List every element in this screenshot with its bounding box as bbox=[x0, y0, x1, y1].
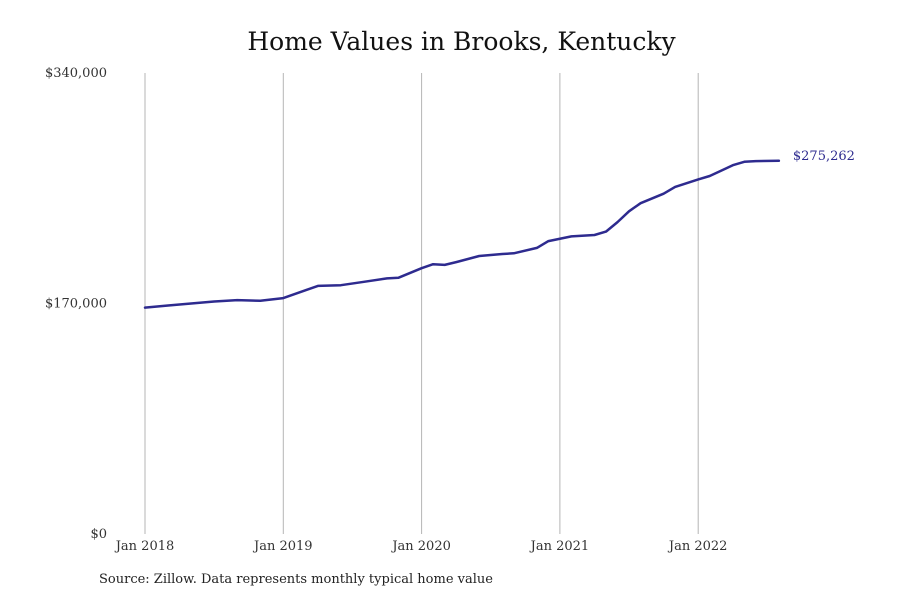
data-point bbox=[570, 235, 573, 237]
data-point bbox=[720, 170, 722, 172]
data-point bbox=[593, 234, 596, 236]
data-point bbox=[236, 299, 238, 301]
x-tick-label: Jan 2022 bbox=[667, 539, 728, 554]
y-axis-tick-labels: $0 $170,000 $340,000 bbox=[45, 66, 107, 542]
data-point bbox=[340, 284, 342, 286]
data-point bbox=[639, 202, 642, 204]
grid-lines bbox=[144, 73, 699, 534]
data-point bbox=[432, 263, 434, 265]
data-point bbox=[213, 300, 215, 303]
x-tick-label: Jan 2020 bbox=[390, 539, 451, 554]
data-point bbox=[397, 277, 400, 279]
data-point bbox=[513, 252, 515, 254]
data-point bbox=[628, 210, 630, 212]
data-point bbox=[259, 300, 261, 302]
data-point bbox=[778, 160, 780, 162]
data-point bbox=[421, 267, 423, 269]
data-point bbox=[605, 231, 607, 233]
data-point bbox=[444, 264, 446, 266]
data-point bbox=[755, 160, 757, 162]
x-axis-tick-labels: Jan 2018 Jan 2019 Jan 2020 Jan 2021 Jan 2022 bbox=[114, 539, 728, 554]
data-point bbox=[663, 193, 665, 195]
end-value-label: $275,262 bbox=[793, 149, 855, 164]
series-line bbox=[143, 159, 781, 309]
data-point bbox=[144, 306, 146, 309]
data-point bbox=[743, 161, 745, 163]
data-point bbox=[501, 253, 503, 255]
y-tick-label: $340,000 bbox=[45, 66, 107, 81]
data-point bbox=[190, 302, 192, 305]
x-tick-label: Jan 2019 bbox=[252, 539, 313, 554]
data-point bbox=[732, 164, 734, 166]
data-point bbox=[697, 178, 699, 181]
data-point bbox=[616, 221, 619, 223]
data-point bbox=[709, 175, 711, 177]
x-tick-label: Jan 2018 bbox=[114, 539, 175, 554]
data-point bbox=[674, 186, 676, 188]
data-point bbox=[386, 277, 388, 280]
data-point bbox=[305, 289, 307, 291]
source-note: Source: Zillow. Data represents monthly … bbox=[99, 572, 493, 587]
data-point bbox=[478, 255, 480, 257]
y-tick-label: $0 bbox=[90, 527, 107, 542]
data-point bbox=[167, 304, 169, 307]
x-tick-label: Jan 2021 bbox=[529, 539, 590, 554]
data-point bbox=[317, 285, 319, 287]
data-point bbox=[363, 281, 365, 283]
data-point bbox=[455, 261, 457, 263]
data-point bbox=[282, 297, 284, 299]
chart-title: Home Values in Brooks, Kentucky bbox=[247, 27, 676, 56]
y-tick-label: $170,000 bbox=[45, 297, 107, 312]
data-point bbox=[536, 247, 538, 249]
data-point bbox=[547, 240, 549, 242]
series-layer: $275,262 bbox=[143, 149, 855, 309]
